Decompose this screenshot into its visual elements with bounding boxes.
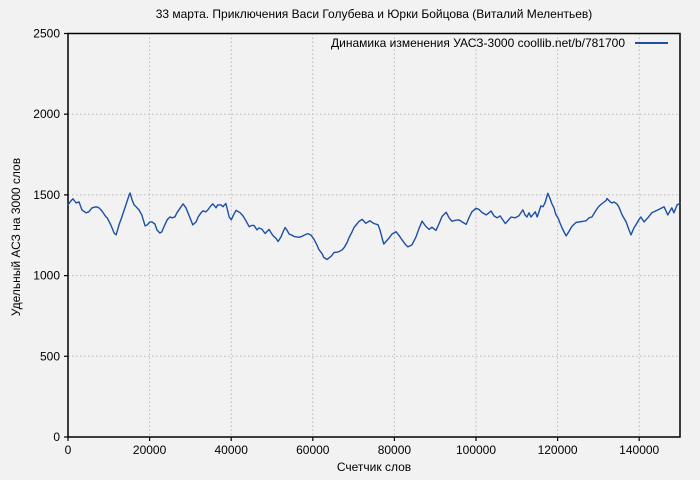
legend-label: Динамика изменения УАСЗ-3000 coollib.net… bbox=[331, 36, 625, 50]
legend-line-swatch bbox=[635, 42, 668, 44]
data-line bbox=[67, 192, 681, 261]
y-tick-label: 0 bbox=[53, 430, 60, 444]
y-tick-label: 2000 bbox=[33, 107, 60, 121]
y-tick-label: 2500 bbox=[33, 27, 60, 41]
x-tick-label: 60000 bbox=[296, 443, 330, 457]
plot-border bbox=[67, 32, 681, 438]
y-tick-label: 1500 bbox=[33, 188, 60, 202]
legend: Динамика изменения УАСЗ-3000 coollib.net… bbox=[331, 36, 668, 50]
y-tick-label: 500 bbox=[40, 349, 60, 363]
chart-title: 33 марта. Приключения Васи Голубева и Юр… bbox=[155, 7, 593, 21]
x-axis-title: Счетчик слов bbox=[336, 460, 412, 474]
x-tick-label: 0 bbox=[65, 443, 72, 457]
y-tick-label: 1000 bbox=[33, 269, 60, 283]
x-tick-label: 40000 bbox=[215, 443, 249, 457]
x-tick-label: 100000 bbox=[456, 443, 496, 457]
x-tick-label: 20000 bbox=[133, 443, 167, 457]
x-tick-label: 80000 bbox=[378, 443, 412, 457]
x-tick-label: 120000 bbox=[538, 443, 578, 457]
y-axis-title: Удельный АСЗ на 3000 слов bbox=[9, 157, 23, 317]
x-tick-label: 140000 bbox=[619, 443, 659, 457]
